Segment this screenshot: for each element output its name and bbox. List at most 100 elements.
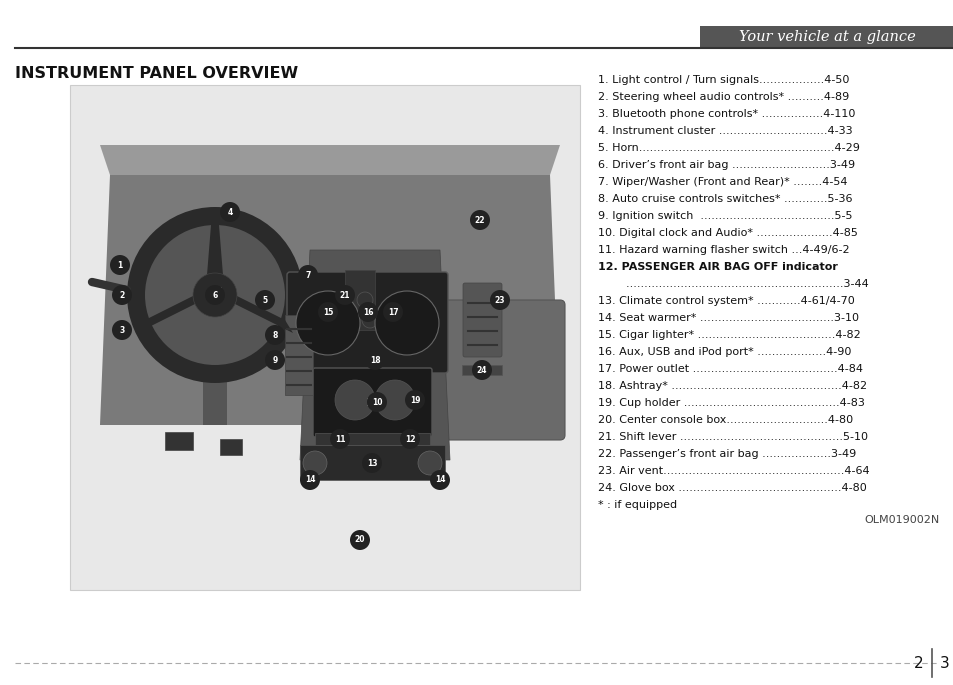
Bar [314,433,430,445]
Text: 11: 11 [335,434,345,443]
Bar [220,439,242,455]
Text: 19. Cup holder ...........................................4-83: 19. Cup holder .........................… [598,398,864,408]
Text: 16: 16 [362,308,373,316]
Text: 4: 4 [227,208,233,216]
Text: OLM019002N: OLM019002N [863,515,939,525]
Circle shape [110,255,130,275]
Circle shape [405,390,424,410]
Circle shape [381,312,397,328]
Text: 13: 13 [366,458,376,467]
Text: 10: 10 [372,397,382,406]
Text: INSTRUMENT PANEL OVERVIEW: INSTRUMENT PANEL OVERVIEW [15,66,297,81]
Circle shape [361,312,377,328]
Circle shape [365,350,385,370]
Text: 2. Steering wheel audio controls* ..........4-89: 2. Steering wheel audio controls* ......… [598,92,848,102]
Circle shape [472,360,492,380]
FancyBboxPatch shape [399,300,564,440]
Text: 13. Climate control system* ............4-61/4-70: 13. Climate control system* ............… [598,296,854,306]
Circle shape [265,325,285,345]
Text: 8: 8 [272,330,277,340]
Text: 10. Digital clock and Audio* .....................4-85: 10. Digital clock and Audio* ...........… [598,228,857,238]
Text: 23. Air vent..................................................4-64: 23. Air vent............................… [598,466,869,476]
Bar [461,365,501,375]
Text: 8. Auto cruise controls switches* ............5-36: 8. Auto cruise controls switches* ......… [598,194,852,204]
Circle shape [295,291,359,355]
Polygon shape [225,290,293,333]
Bar [165,432,193,450]
Circle shape [112,285,132,305]
Text: 9. Ignition switch  .....................................5-5: 9. Ignition switch .....................… [598,211,852,221]
Text: 3: 3 [939,656,949,671]
Circle shape [417,451,441,475]
Text: 15: 15 [322,308,333,316]
Circle shape [127,207,303,383]
Circle shape [335,285,355,305]
FancyBboxPatch shape [287,272,448,373]
Polygon shape [207,225,223,275]
Bar [345,270,375,330]
Text: ............................................................3-44: ........................................… [598,279,868,289]
Circle shape [254,290,274,310]
Circle shape [361,453,381,473]
Text: 1: 1 [117,260,123,269]
Text: 21: 21 [339,290,350,299]
Circle shape [265,350,285,370]
Text: 18: 18 [370,356,380,364]
Circle shape [335,380,375,420]
Circle shape [350,530,370,550]
Bar [203,345,227,425]
Circle shape [297,265,317,285]
Circle shape [220,202,240,222]
Circle shape [205,285,225,305]
Text: 6: 6 [213,290,217,299]
Bar [70,85,579,590]
Text: 14: 14 [435,475,445,484]
Circle shape [375,291,438,355]
Circle shape [356,292,373,308]
Text: 22. Passenger’s front air bag ...................3-49: 22. Passenger’s front air bag ..........… [598,449,856,459]
Circle shape [367,392,387,412]
Text: 7: 7 [305,271,311,279]
Text: 20. Center console box............................4-80: 20. Center console box..................… [598,415,852,425]
Bar [700,26,953,48]
Text: 24. Glove box .............................................4-80: 24. Glove box ..........................… [598,483,866,493]
Text: 12: 12 [404,434,415,443]
Text: 14. Seat warmer* .....................................3-10: 14. Seat warmer* .......................… [598,313,858,323]
Text: 4. Instrument cluster ..............................4-33: 4. Instrument cluster ..................… [598,126,852,136]
Circle shape [490,290,510,310]
Text: H: H [208,286,222,304]
Text: 19: 19 [410,395,420,405]
Text: 11. Hazard warning flasher switch ...4-49/6-2: 11. Hazard warning flasher switch ...4-4… [598,245,849,255]
Text: 21. Shift lever .............................................5-10: 21. Shift lever ........................… [598,432,867,442]
Circle shape [470,210,490,230]
Circle shape [375,380,415,420]
Polygon shape [100,175,559,425]
Circle shape [145,225,285,365]
Text: 15. Cigar lighter* ......................................4-82: 15. Cigar lighter* .....................… [598,330,860,340]
Text: 2: 2 [913,656,923,671]
Text: 17. Power outlet ........................................4-84: 17. Power outlet .......................… [598,364,862,374]
Text: 12. PASSENGER AIR BAG OFF indicator: 12. PASSENGER AIR BAG OFF indicator [598,262,837,272]
Circle shape [330,429,350,449]
Text: 22: 22 [475,216,485,225]
Text: 3: 3 [119,325,125,334]
Text: 7. Wiper/Washer (Front and Rear)* ........4-54: 7. Wiper/Washer (Front and Rear)* ......… [598,177,846,187]
Bar [285,315,313,395]
Bar [299,445,444,480]
Text: 23: 23 [495,295,505,305]
Text: * : if equipped: * : if equipped [598,500,677,510]
Text: 6. Driver’s front air bag ...........................3-49: 6. Driver’s front air bag ..............… [598,160,854,170]
Text: 9: 9 [273,356,277,364]
Circle shape [382,302,402,322]
Text: 20: 20 [355,536,365,545]
Text: 24: 24 [476,366,487,375]
Circle shape [193,273,236,317]
Text: 10: 10 [366,398,378,408]
Text: 5: 5 [262,295,267,305]
Circle shape [399,429,419,449]
Circle shape [357,302,377,322]
Polygon shape [137,290,205,333]
Circle shape [112,320,132,340]
Circle shape [430,470,450,490]
FancyBboxPatch shape [462,283,501,357]
